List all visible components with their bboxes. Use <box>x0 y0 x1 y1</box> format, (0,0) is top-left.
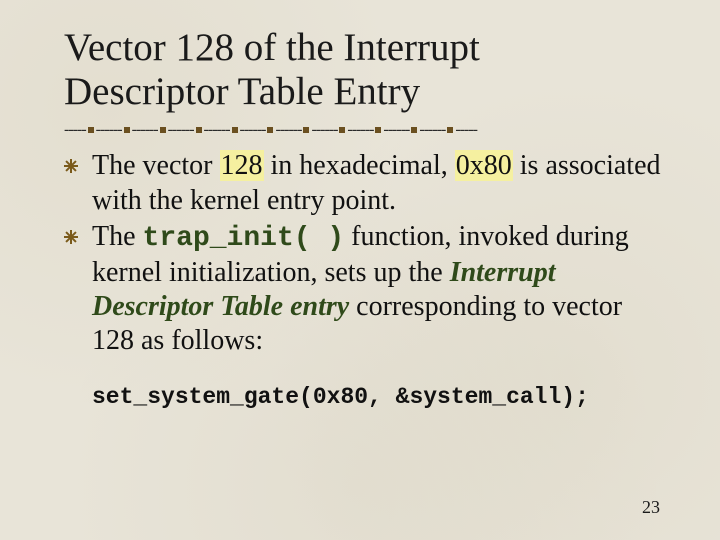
slide: Vector 128 of the Interrupt Descriptor T… <box>0 0 720 540</box>
highlight-0x80: 0x80 <box>455 150 513 181</box>
divider-square-icon <box>267 127 273 133</box>
divider-dashes: ------ <box>383 125 409 135</box>
title-divider: ----- ------ ------ ------ ------ ------… <box>64 125 664 135</box>
divider-dashes: ----- <box>64 125 86 135</box>
divider-dashes: ------ <box>96 125 122 135</box>
bullet-icon <box>64 230 78 244</box>
code-trap-init: trap_init( ) <box>143 223 345 254</box>
bullet-text: The <box>92 221 143 252</box>
bullet-item: The trap_init( ) function, invoked durin… <box>92 220 664 359</box>
divider-square-icon <box>88 127 94 133</box>
slide-title: Vector 128 of the Interrupt Descriptor T… <box>64 26 664 123</box>
divider-square-icon <box>447 127 453 133</box>
divider-square-icon <box>196 127 202 133</box>
divider-dashes: ------ <box>204 125 230 135</box>
page-number: 23 <box>642 497 660 518</box>
divider-dashes: ------ <box>132 125 158 135</box>
slide-body: The vector 128 in hexadecimal, 0x80 is a… <box>64 149 664 358</box>
title-line-2: Descriptor Table Entry <box>64 70 420 113</box>
divider-square-icon <box>303 127 309 133</box>
bullet-text: The vector <box>92 150 220 181</box>
divider-square-icon <box>411 127 417 133</box>
divider-square-icon <box>124 127 130 133</box>
divider-square-icon <box>339 127 345 133</box>
title-line-1: Vector 128 of the Interrupt <box>64 26 480 69</box>
divider-square-icon <box>160 127 166 133</box>
divider-square-icon <box>232 127 238 133</box>
divider-dashes: ------ <box>240 125 266 135</box>
highlight-128: 128 <box>220 150 264 181</box>
divider-dashes: ------ <box>168 125 194 135</box>
bullet-icon <box>64 159 78 173</box>
divider-square-icon <box>375 127 381 133</box>
divider-dashes: ------ <box>419 125 445 135</box>
divider-dashes: ----- <box>455 125 477 135</box>
code-snippet: set_system_gate(0x80, &system_call); <box>64 384 664 410</box>
bullet-item: The vector 128 in hexadecimal, 0x80 is a… <box>92 149 664 217</box>
divider-dashes: ------ <box>275 125 301 135</box>
divider-dashes: ------ <box>311 125 337 135</box>
bullet-text: in hexadecimal, <box>264 150 455 181</box>
divider-dashes: ------ <box>347 125 373 135</box>
